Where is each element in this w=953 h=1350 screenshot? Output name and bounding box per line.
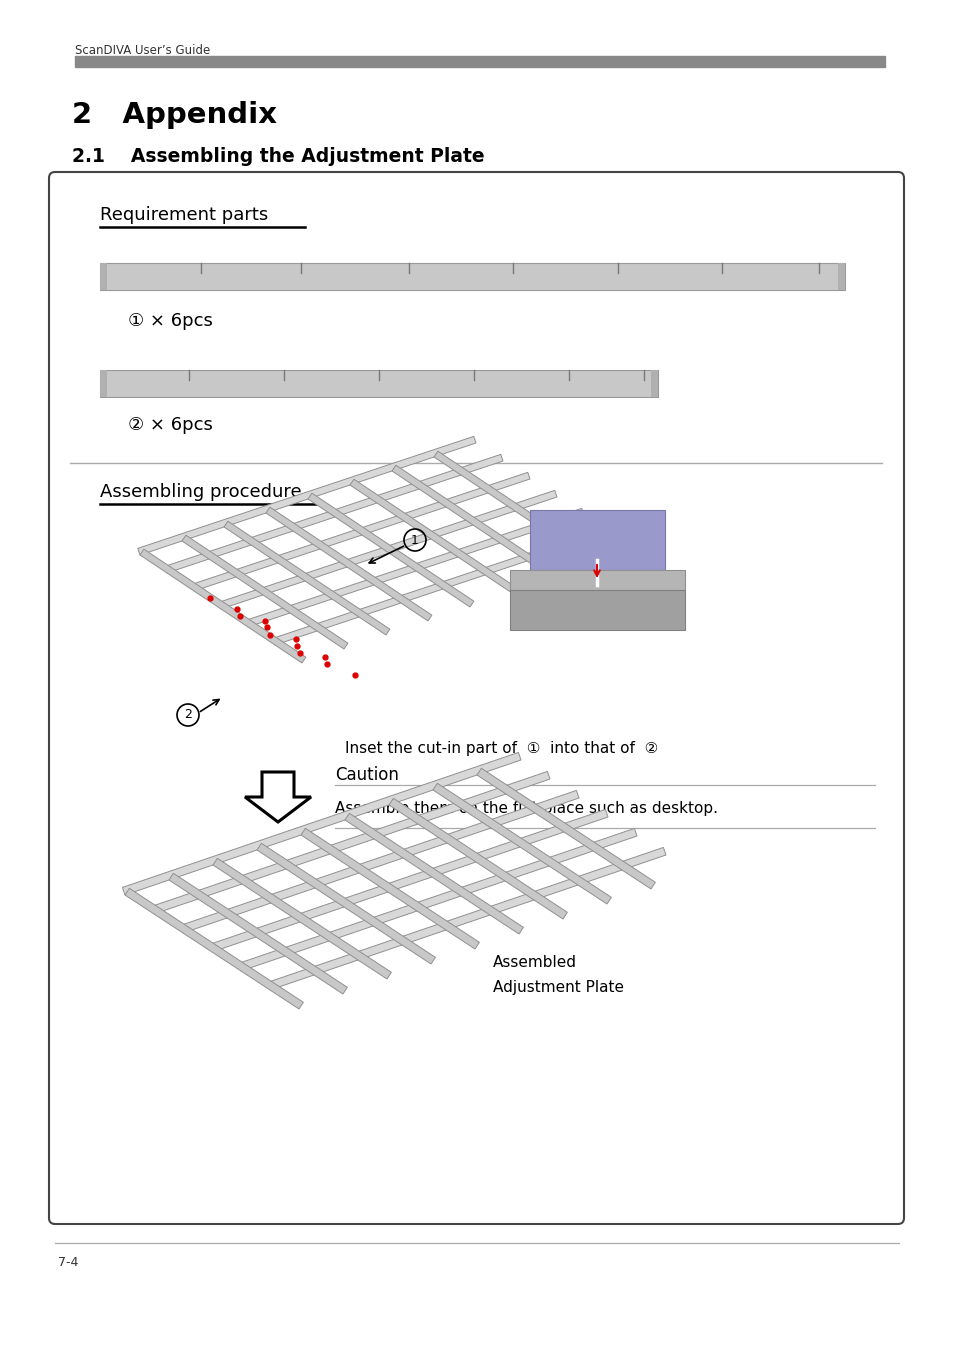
Polygon shape bbox=[392, 466, 558, 579]
Bar bbox=[650, 370, 658, 397]
Polygon shape bbox=[256, 844, 435, 964]
Text: Assembled
Adjustment Plate: Assembled Adjustment Plate bbox=[493, 956, 623, 995]
Text: 2.1    Assembling the Adjustment Plate: 2.1 Assembling the Adjustment Plate bbox=[71, 147, 484, 166]
Polygon shape bbox=[476, 768, 655, 890]
Polygon shape bbox=[308, 493, 474, 608]
Polygon shape bbox=[245, 772, 311, 822]
Text: Assembling procedure: Assembling procedure bbox=[100, 483, 301, 501]
Polygon shape bbox=[137, 436, 476, 555]
Polygon shape bbox=[434, 451, 599, 566]
Polygon shape bbox=[273, 526, 610, 645]
Polygon shape bbox=[510, 570, 684, 590]
Polygon shape bbox=[530, 510, 664, 590]
Polygon shape bbox=[210, 810, 607, 952]
Text: 2: 2 bbox=[184, 709, 192, 721]
Text: Assemble them on the flat place such as desktop.: Assemble them on the flat place such as … bbox=[335, 801, 718, 815]
Bar bbox=[100, 370, 107, 397]
Polygon shape bbox=[246, 509, 583, 626]
Polygon shape bbox=[433, 783, 611, 905]
Text: 1: 1 bbox=[411, 533, 418, 547]
Polygon shape bbox=[510, 590, 684, 630]
Text: ② × 6pcs: ② × 6pcs bbox=[128, 416, 213, 433]
Text: Caution: Caution bbox=[335, 765, 398, 784]
FancyBboxPatch shape bbox=[49, 171, 903, 1224]
Polygon shape bbox=[165, 455, 502, 572]
Polygon shape bbox=[192, 472, 530, 591]
Bar bbox=[100, 263, 844, 290]
Polygon shape bbox=[140, 549, 306, 663]
Polygon shape bbox=[301, 829, 478, 949]
Polygon shape bbox=[218, 490, 557, 609]
Polygon shape bbox=[389, 798, 567, 919]
Polygon shape bbox=[122, 752, 520, 895]
Polygon shape bbox=[169, 873, 347, 994]
Polygon shape bbox=[213, 859, 391, 979]
Text: Inset the cut-in part of  ①  into that of  ②: Inset the cut-in part of ① into that of … bbox=[345, 741, 658, 756]
Polygon shape bbox=[238, 829, 637, 971]
Text: 2   Appendix: 2 Appendix bbox=[71, 101, 276, 130]
Text: ScanDIVA User’s Guide: ScanDIVA User’s Guide bbox=[75, 43, 210, 57]
Polygon shape bbox=[180, 791, 578, 933]
Text: Requirement parts: Requirement parts bbox=[100, 207, 268, 224]
Polygon shape bbox=[266, 508, 432, 621]
Text: 7-4: 7-4 bbox=[58, 1256, 78, 1269]
Polygon shape bbox=[152, 771, 550, 914]
Polygon shape bbox=[224, 521, 390, 634]
Bar bbox=[75, 55, 884, 68]
Text: ① × 6pcs: ① × 6pcs bbox=[128, 312, 213, 329]
Polygon shape bbox=[125, 888, 303, 1008]
Polygon shape bbox=[182, 535, 348, 649]
Bar bbox=[100, 263, 107, 290]
Polygon shape bbox=[350, 479, 516, 593]
Bar bbox=[100, 370, 658, 397]
Polygon shape bbox=[345, 813, 523, 934]
Bar bbox=[837, 263, 844, 290]
Polygon shape bbox=[267, 848, 665, 990]
